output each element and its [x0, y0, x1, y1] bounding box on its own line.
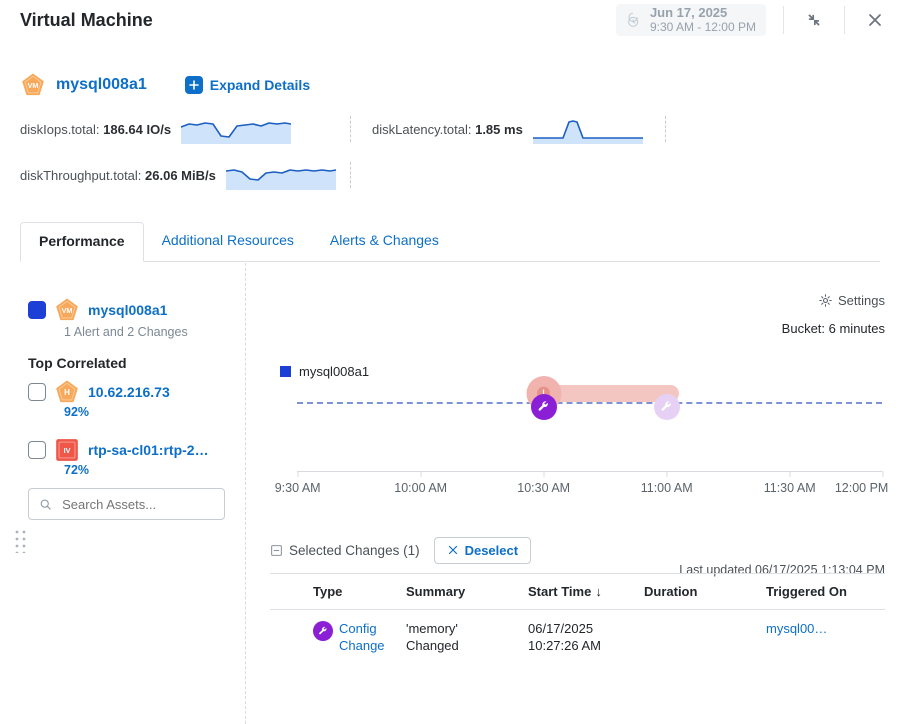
svg-text:VM: VM: [28, 81, 39, 90]
svg-text:H: H: [64, 388, 70, 397]
svg-text:IV: IV: [64, 446, 71, 455]
svg-text:VM: VM: [62, 306, 73, 315]
